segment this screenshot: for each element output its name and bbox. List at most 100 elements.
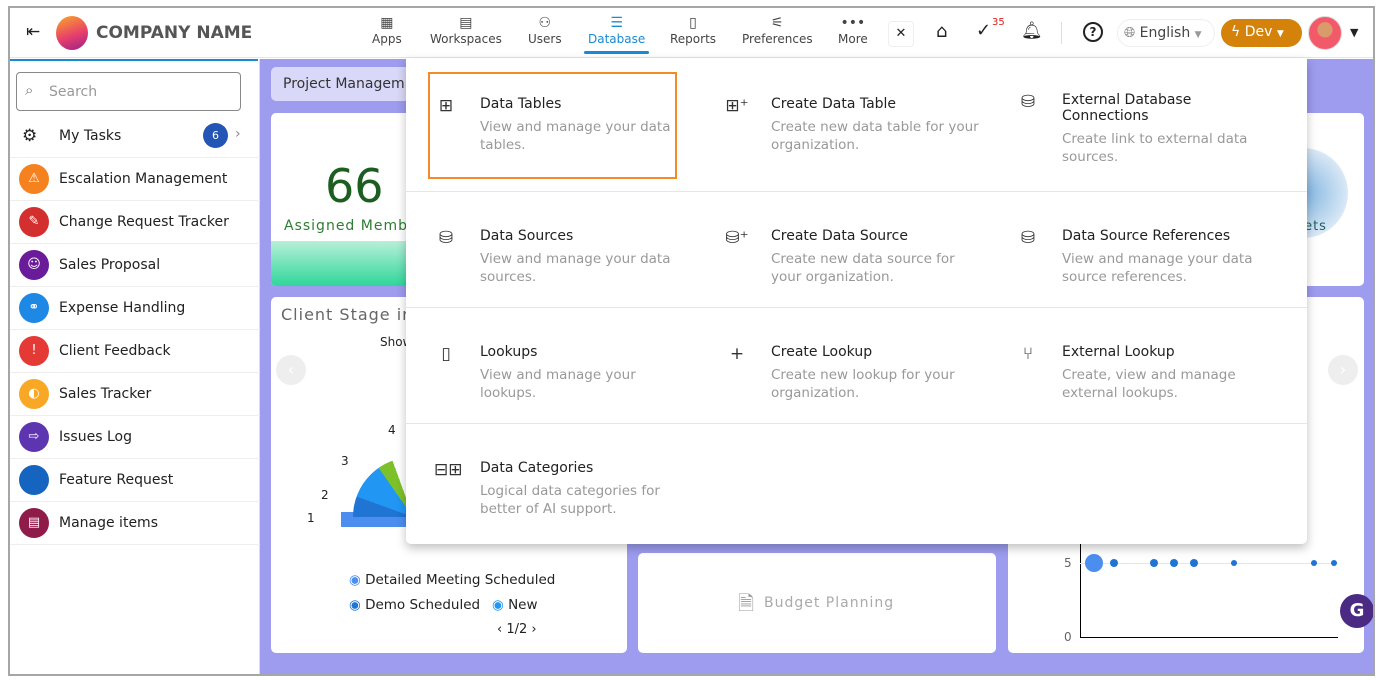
globe-icon: 🌐︎	[1124, 25, 1136, 41]
app-icon	[19, 465, 49, 495]
menu-item-description: Create link to external data sources.	[1062, 131, 1248, 165]
company-name: COMPANY NAME	[96, 23, 253, 43]
budget-planning-card[interactable]: 🗎︎ Budget Planning	[638, 553, 996, 653]
y-tick-label: 0	[1064, 630, 1072, 644]
menu-item-title: External Database Connections	[1062, 92, 1192, 124]
sidebar-item-my-tasks[interactable]: ⚙ My Tasks 6 ›	[10, 115, 260, 158]
sidebar-item-label: Change Request Tracker	[59, 214, 229, 230]
sidebar-item-change-request-tracker[interactable]: ✎ Change Request Tracker	[10, 201, 260, 244]
tasks-count-badge: 35	[992, 17, 1005, 28]
pager-label: 1/2	[506, 622, 528, 637]
sidebar-item-label: Sales Proposal	[59, 257, 161, 273]
sidebar-item-label: Sales Tracker	[59, 386, 152, 402]
menu-row: ▯ Lookups View and manage your lookups. + Cr…	[406, 308, 1307, 424]
chat-widget-button[interactable]: G	[1340, 594, 1373, 628]
my-tasks-count-badge: 6	[203, 123, 228, 148]
scatter-point	[1331, 560, 1337, 566]
nav-label: Workspaces	[430, 32, 502, 46]
sidebar-item-label: Escalation Management	[59, 171, 228, 187]
pie-label: 1	[307, 511, 315, 525]
close-button[interactable]: ✕	[888, 21, 914, 47]
legend-item[interactable]: ◉ New	[492, 597, 538, 613]
nav-label: Preferences	[742, 32, 813, 46]
legend-marker-icon: ◉	[492, 597, 504, 613]
sidebar-item-label: Client Feedback	[59, 343, 171, 359]
data-source-add-icon: ⛁⁺	[725, 228, 749, 248]
app-icon: !	[19, 336, 49, 366]
legend-marker-icon: ◉	[349, 572, 361, 588]
nav-label: Apps	[372, 32, 402, 46]
carousel-prev-button[interactable]: ‹	[276, 355, 306, 385]
sidebar-item-escalation-management[interactable]: ⚠ Escalation Management	[10, 158, 260, 201]
sidebar-item-label: Issues Log	[59, 429, 132, 445]
scatter-point	[1150, 559, 1158, 567]
legend-pager[interactable]: ‹ 1/2 ›	[497, 622, 537, 637]
sidebar-item-expense-handling[interactable]: ⚭ Expense Handling	[10, 287, 260, 330]
gear-icon: ⚙	[22, 126, 38, 146]
workspaces-icon: ▤	[459, 15, 473, 31]
sidebar-item-issues-log[interactable]: ⇨ Issues Log	[10, 416, 260, 459]
show-label: Show	[380, 335, 413, 349]
help-icon[interactable]: ?	[1083, 22, 1103, 42]
env-dev-button[interactable]: ϟ Dev ▼	[1221, 19, 1302, 47]
plus-icon: +	[729, 344, 745, 364]
nav-database[interactable]: ☰ Database	[583, 14, 650, 54]
nav-users[interactable]: ⚇ Users	[528, 14, 562, 46]
search-input[interactable]: ⌕ Search	[16, 72, 241, 111]
menu-item-description: Logical data categories for better of AI…	[480, 483, 660, 517]
sidebar-item-client-feedback[interactable]: ! Client Feedback	[10, 330, 260, 373]
nav-label: More	[838, 32, 868, 46]
nav-label: Users	[528, 32, 562, 46]
legend-label: Demo Scheduled	[365, 597, 481, 613]
menu-item-description: View and manage your lookups.	[480, 367, 636, 401]
nav-preferences[interactable]: ⚟ Preferences	[742, 14, 813, 46]
company-logo	[56, 16, 88, 50]
store-icon[interactable]: ⌂	[936, 21, 948, 42]
avatar[interactable]	[1308, 16, 1342, 50]
menu-item-description: Create new lookup for your organization.	[771, 367, 955, 401]
preferences-icon: ⚟	[771, 15, 784, 31]
sidebar-item-feature-request[interactable]: Feature Request	[10, 459, 260, 502]
nav-apps[interactable]: ▦ Apps	[372, 14, 402, 46]
app-window: ⇤ COMPANY NAME ▦ Apps ▤ Workspaces ⚇ Users …	[8, 6, 1375, 676]
sidebar-item-label: Expense Handling	[59, 300, 186, 316]
profile-menu-chevron-icon[interactable]: ▼	[1350, 26, 1359, 39]
data-source-icon: ⛁	[438, 228, 454, 248]
nav-workspaces[interactable]: ▤ Workspaces	[430, 14, 502, 46]
menu-row: ⊟⊞ Data Categories Logical data categories…	[406, 424, 1307, 544]
language-label: English	[1139, 25, 1191, 41]
app-icon: ▤	[19, 508, 49, 538]
table-add-icon: ⊞⁺	[725, 96, 749, 116]
sidebar-item-manage-items[interactable]: ▤ Manage items	[10, 502, 260, 545]
selected-highlight	[428, 72, 677, 179]
tasks-check-icon[interactable]: ✓	[976, 20, 992, 41]
nav-reports[interactable]: ▯ Reports	[670, 14, 716, 46]
legend-label: New	[508, 597, 538, 613]
bell-icon[interactable]: 🔔︎	[1021, 21, 1043, 41]
database-dropdown-menu: ⊞ Data Tables View and manage your data ta…	[406, 58, 1307, 544]
collapse-menu-icon[interactable]: ⇤	[26, 22, 41, 42]
language-select[interactable]: 🌐︎ English ▼	[1117, 19, 1215, 47]
menu-item-title: External Lookup	[1062, 344, 1175, 360]
budget-icon: 🗎︎	[738, 591, 755, 615]
stat-value: 66	[325, 159, 384, 213]
data-source-ref-icon: ⛁	[1020, 228, 1036, 248]
tab-label: Project Managem	[283, 76, 405, 92]
carousel-next-button[interactable]: ›	[1328, 355, 1358, 385]
legend-item[interactable]: ◉ Demo Scheduled	[349, 597, 480, 613]
card-title: Client Stage ir	[281, 305, 410, 324]
legend-marker-icon: ◉	[349, 597, 361, 613]
pie-label: 3	[341, 454, 349, 468]
sidebar-item-sales-proposal[interactable]: ☺ Sales Proposal	[10, 244, 260, 287]
sidebar-item-sales-tracker[interactable]: ◐ Sales Tracker	[10, 373, 260, 416]
more-icon: •••	[840, 15, 866, 31]
sidebar-item-label: Feature Request	[59, 472, 174, 488]
env-label: Dev	[1244, 24, 1273, 40]
legend-item[interactable]: ◉ Detailed Meeting Scheduled	[349, 572, 555, 588]
users-icon: ⚇	[538, 15, 552, 31]
menu-row: ⊞ Data Tables View and manage your data ta…	[406, 58, 1307, 192]
nav-label: Reports	[670, 32, 717, 46]
nav-label: Database	[588, 32, 646, 46]
nav-more[interactable]: ••• More	[838, 14, 868, 46]
gridline	[1080, 563, 1338, 564]
